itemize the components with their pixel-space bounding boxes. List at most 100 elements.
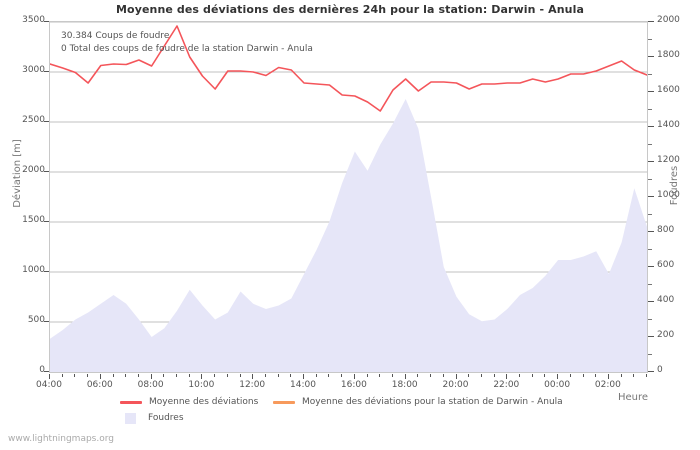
y-tick-label-left: 2500 — [22, 115, 45, 125]
y-tick-label-right: 1600 — [657, 85, 680, 95]
x-tick-mark-minor — [226, 374, 228, 377]
x-tick-label: 12:00 — [239, 380, 266, 390]
y-minor-tick-right — [648, 318, 652, 320]
x-tick-label: 06:00 — [86, 380, 113, 390]
y-tick-mark-left — [44, 321, 49, 322]
plot-area: 30.384 Coups de foudre 0 Total des coups… — [49, 21, 648, 373]
x-tick-mark-minor — [430, 374, 432, 377]
chart-canvas — [50, 22, 647, 372]
y-tick-label-right: 2000 — [657, 15, 680, 25]
x-tick-mark-minor — [595, 374, 597, 377]
x-tick-mark-minor — [633, 374, 635, 377]
x-tick-mark-major — [353, 374, 355, 379]
x-tick-mark-minor — [125, 374, 127, 377]
x-tick-mark-major — [455, 374, 457, 379]
x-tick-mark-minor — [239, 374, 241, 377]
chart-legend: Moyenne des déviations Moyenne des dévia… — [120, 394, 640, 426]
y-tick-label-right: 1200 — [657, 155, 680, 165]
legend-label-foudres: Foudres — [148, 413, 184, 423]
y-tick-mark-right — [648, 91, 654, 92]
x-tick-mark-major — [557, 374, 559, 379]
x-tick-mark-major — [607, 374, 609, 379]
x-tick-mark-minor — [137, 374, 139, 377]
x-tick-label: 16:00 — [340, 380, 367, 390]
x-tick-mark-minor — [163, 374, 165, 377]
y-tick-mark-right — [648, 21, 654, 22]
x-tick-mark-major — [404, 374, 406, 379]
x-axis-title: Heure — [618, 392, 649, 403]
x-tick-mark-minor — [315, 374, 317, 377]
x-tick-mark-minor — [277, 374, 279, 377]
x-tick-label: 08:00 — [137, 380, 164, 390]
legend-label-station-deviation: Moyenne des déviations pour la station d… — [302, 397, 563, 407]
x-tick-mark-minor — [569, 374, 571, 377]
legend-swatch-foudres — [125, 412, 136, 424]
x-tick-mark-minor — [290, 374, 292, 377]
y-tick-label-right: 800 — [657, 225, 675, 235]
y-tick-label-left: 2000 — [22, 165, 45, 175]
x-tick-mark-minor — [366, 374, 368, 377]
y-tick-mark-right — [648, 231, 654, 232]
y-tick-mark-left — [44, 21, 49, 22]
legend-item-foudres[interactable]: Foudres — [120, 410, 184, 426]
x-tick-label: 14:00 — [290, 380, 316, 390]
x-tick-mark-minor — [61, 374, 63, 377]
x-tick-mark-minor — [620, 374, 622, 377]
x-tick-mark-minor — [214, 374, 216, 377]
legend-swatch-deviation — [120, 400, 142, 404]
legend-swatch-station-deviation — [273, 400, 295, 404]
y-tick-label-right: 1800 — [657, 50, 680, 60]
x-tick-label: 22:00 — [493, 380, 520, 390]
source-watermark: www.lightningmaps.org — [8, 434, 114, 444]
annotation-strike-count: 30.384 Coups de foudre — [61, 31, 170, 41]
y-tick-mark-right — [648, 301, 654, 302]
x-tick-mark-major — [99, 374, 101, 379]
legend-item-deviation[interactable]: Moyenne des déviations — [120, 394, 258, 410]
x-tick-label: 18:00 — [391, 380, 418, 390]
y-tick-label-right: 1000 — [657, 190, 680, 200]
x-tick-label: 00:00 — [544, 380, 571, 390]
y-tick-label-right: 0 — [657, 365, 663, 375]
y-tick-label-left: 500 — [27, 315, 45, 325]
y-tick-mark-left — [44, 371, 49, 372]
y-tick-label-right: 200 — [657, 330, 675, 340]
x-tick-mark-minor — [544, 374, 546, 377]
x-tick-mark-minor — [87, 374, 89, 377]
x-tick-mark-minor — [328, 374, 330, 377]
x-tick-mark-major — [506, 374, 508, 379]
page-title: Moyenne des déviations des dernières 24h… — [115, 3, 584, 16]
y-tick-label-left: 3500 — [22, 15, 45, 25]
legend-row-secondary: Foudres — [120, 410, 640, 426]
y-tick-mark-right — [648, 266, 654, 267]
x-tick-mark-minor — [392, 374, 393, 377]
x-tick-mark-minor — [264, 374, 266, 377]
y-minor-tick-right — [648, 353, 652, 355]
deviation-line-series — [50, 25, 647, 112]
legend-label-deviation: Moyenne des déviations — [149, 397, 259, 407]
y-tick-label-left: 1500 — [22, 215, 45, 225]
x-tick-mark-major — [252, 374, 254, 379]
y-minor-tick-right — [648, 213, 652, 215]
x-tick-mark-major — [201, 374, 203, 379]
y-axis-right-title: Foudres — [669, 165, 681, 206]
x-tick-mark-minor — [646, 374, 647, 377]
y-tick-mark-right — [648, 336, 654, 337]
x-tick-label: 10:00 — [188, 380, 215, 390]
y-minor-tick-right — [648, 283, 652, 285]
x-tick-mark-major — [150, 374, 152, 379]
x-tick-mark-minor — [442, 374, 444, 377]
y-minor-tick-right — [648, 73, 652, 75]
x-tick-mark-minor — [519, 374, 520, 377]
x-tick-mark-minor — [417, 374, 419, 377]
annotation-station-total: 0 Total des coups de foudre de la statio… — [61, 44, 313, 54]
x-tick-label: 02:00 — [594, 380, 621, 390]
y-tick-mark-right — [648, 126, 654, 127]
x-tick-mark-minor — [468, 374, 470, 377]
x-tick-mark-major — [303, 374, 304, 379]
x-tick-mark-minor — [379, 374, 381, 377]
y-tick-mark-left — [44, 121, 49, 122]
y-minor-tick-right — [648, 248, 652, 250]
y-axis-left-title: Déviation [m] — [11, 139, 23, 208]
x-tick-mark-minor — [341, 374, 343, 377]
legend-item-station-deviation[interactable]: Moyenne des déviations pour la station d… — [273, 394, 563, 410]
